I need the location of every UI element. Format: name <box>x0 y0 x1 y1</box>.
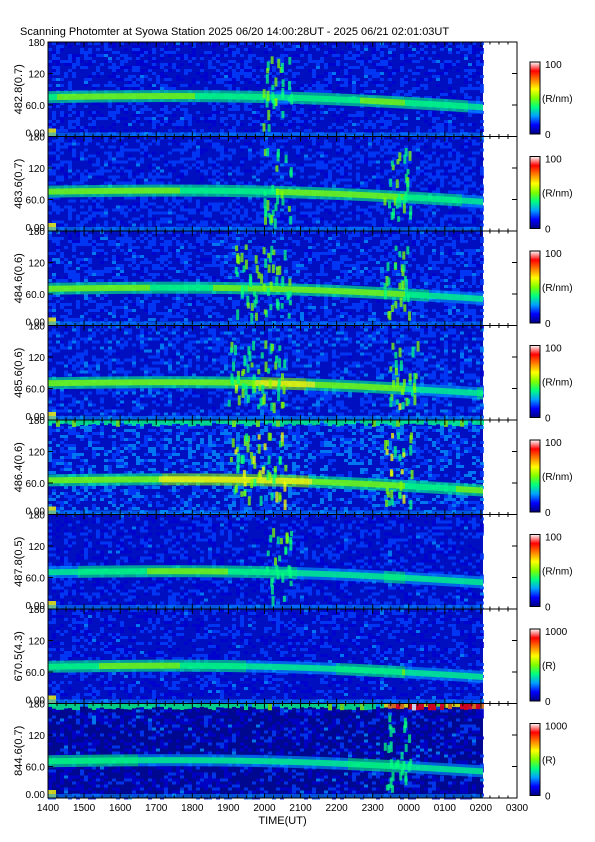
y-tick-label: 60.0 <box>26 290 46 301</box>
panel-4: 0.00 60.0 120 180 485.6(0.6) 100 0 (R/nm) <box>13 322 573 425</box>
y-tick-label: 120 <box>28 353 45 364</box>
x-tick-label: 0100 <box>434 803 457 814</box>
y-tick-label: 180 <box>28 416 45 427</box>
y-axis-label: 670.5(4.3) <box>13 631 25 681</box>
y-axis-label: 483.6(0.7) <box>13 159 25 209</box>
y-tick-label: 60.0 <box>26 385 46 396</box>
y-tick-label: 0.00 <box>26 507 46 518</box>
colorbar-max-label: 100 <box>545 249 562 260</box>
x-tick-label: 1800 <box>181 803 204 814</box>
x-tick-label: 1400 <box>37 803 60 814</box>
y-axis-label: 482.8(0.7) <box>13 64 25 114</box>
y-axis-label: 486.4(0.6) <box>13 442 25 492</box>
y-tick-label: 60.0 <box>26 196 46 207</box>
colorbar <box>529 345 541 418</box>
x-tick-label: 2000 <box>253 803 276 814</box>
y-axis-label: 485.6(0.6) <box>13 348 25 398</box>
colorbar <box>529 628 541 702</box>
y-tick-label: 120 <box>28 259 45 270</box>
colorbar-min-label: 0 <box>545 603 551 614</box>
colorbar-unit-label: (R/nm) <box>542 94 573 105</box>
y-tick-label: 180 <box>28 38 45 49</box>
y-tick-label: 60.0 <box>26 574 46 585</box>
panel-3: 0.00 60.0 120 180 484.6(0.6) 100 0 (R/nm) <box>13 227 573 330</box>
colorbar-max-label: 100 <box>545 60 562 71</box>
x-tick-label: 1900 <box>217 803 240 814</box>
y-tick-label: 60.0 <box>26 763 46 774</box>
y-axis-label: 844.6(0.7) <box>13 726 25 776</box>
colorbar-max-label: 100 <box>545 533 562 544</box>
panel-7: 0.00 60.0 120 180 670.5(4.3) 1000 0 (R) <box>13 605 568 708</box>
y-tick-label: 0.00 <box>26 790 46 801</box>
x-axis-label: TIME(UT) <box>258 815 306 827</box>
y-tick-label: 180 <box>28 322 45 333</box>
panel-8: 0.00 60.0 120 180 844.6(0.7) 1000 0 (R) <box>13 700 568 803</box>
colorbar <box>529 439 541 513</box>
panel-6: 0.00 60.0 120 180 487.8(0.5) 100 0 (R/nm) <box>13 511 573 614</box>
x-tick-label: 0300 <box>506 803 529 814</box>
colorbar-unit-label: (R/nm) <box>542 472 573 483</box>
x-tick-label: 1700 <box>145 803 168 814</box>
colorbar <box>529 534 541 607</box>
x-tick-label: 0200 <box>470 803 493 814</box>
page-title: Scanning Photomter at Syowa Station 2025… <box>20 26 450 38</box>
y-tick-label: 0.00 <box>26 223 46 234</box>
colorbar <box>529 156 541 229</box>
colorbar-max-label: 100 <box>545 438 562 449</box>
colorbar-unit-label: (R) <box>542 661 556 672</box>
y-tick-label: 60.0 <box>26 479 46 490</box>
colorbar-unit-label: (R/nm) <box>542 567 573 578</box>
y-tick-label: 120 <box>28 637 45 648</box>
y-tick-label: 0.00 <box>26 318 46 329</box>
colorbar-max-label: 1000 <box>545 722 568 733</box>
y-tick-label: 180 <box>28 227 45 238</box>
colorbar-unit-label: (R/nm) <box>542 283 573 294</box>
y-tick-label: 180 <box>28 605 45 616</box>
y-tick-label: 0.00 <box>26 412 46 423</box>
x-tick-label: 0000 <box>398 803 421 814</box>
x-tick-label: 2300 <box>362 803 385 814</box>
y-tick-label: 180 <box>28 133 45 144</box>
y-tick-label: 120 <box>28 731 45 742</box>
y-tick-label: 120 <box>28 542 45 553</box>
colorbar-max-label: 1000 <box>545 627 568 638</box>
colorbar-min-label: 0 <box>545 414 551 425</box>
colorbar <box>529 61 541 135</box>
y-axis-label: 484.6(0.6) <box>13 253 25 303</box>
colorbar-max-label: 100 <box>545 344 562 355</box>
y-tick-label: 0.00 <box>26 601 46 612</box>
panel-2: 0.00 60.0 120 180 483.6(0.7) 100 0 (R/nm) <box>13 133 573 236</box>
colorbar-min-label: 0 <box>545 508 551 519</box>
colorbar-min-label: 0 <box>545 697 551 708</box>
x-tick-label: 2200 <box>325 803 348 814</box>
panel-5: 0.00 60.0 120 180 486.4(0.6) 100 0 (R/nm) <box>13 416 573 519</box>
colorbar <box>529 723 541 796</box>
x-tick-label: 1600 <box>109 803 132 814</box>
colorbar-unit-label: (R/nm) <box>542 378 573 389</box>
colorbar-min-label: 0 <box>545 319 551 330</box>
colorbar-max-label: 100 <box>545 155 562 166</box>
y-axis-label: 487.8(0.5) <box>13 537 25 587</box>
colorbar-unit-label: (R/nm) <box>542 189 573 200</box>
colorbar-min-label: 0 <box>545 225 551 236</box>
y-tick-label: 120 <box>28 448 45 459</box>
y-tick-label: 60.0 <box>26 668 46 679</box>
colorbar <box>529 250 541 324</box>
y-tick-label: 0.00 <box>26 696 46 707</box>
colorbar-min-label: 0 <box>545 130 551 141</box>
panel-1: 0.00 60.0 120 180 482.8(0.7) 100 0 (R/nm) <box>13 38 573 141</box>
y-tick-label: 180 <box>28 700 45 711</box>
x-tick-label: 2100 <box>289 803 312 814</box>
x-tick-label: 1500 <box>73 803 96 814</box>
y-tick-label: 60.0 <box>26 101 46 112</box>
y-tick-label: 120 <box>28 164 45 175</box>
colorbar-min-label: 0 <box>545 792 551 803</box>
y-tick-label: 0.00 <box>26 129 46 140</box>
y-tick-label: 180 <box>28 511 45 522</box>
y-tick-label: 120 <box>28 70 45 81</box>
colorbar-unit-label: (R) <box>542 756 556 767</box>
